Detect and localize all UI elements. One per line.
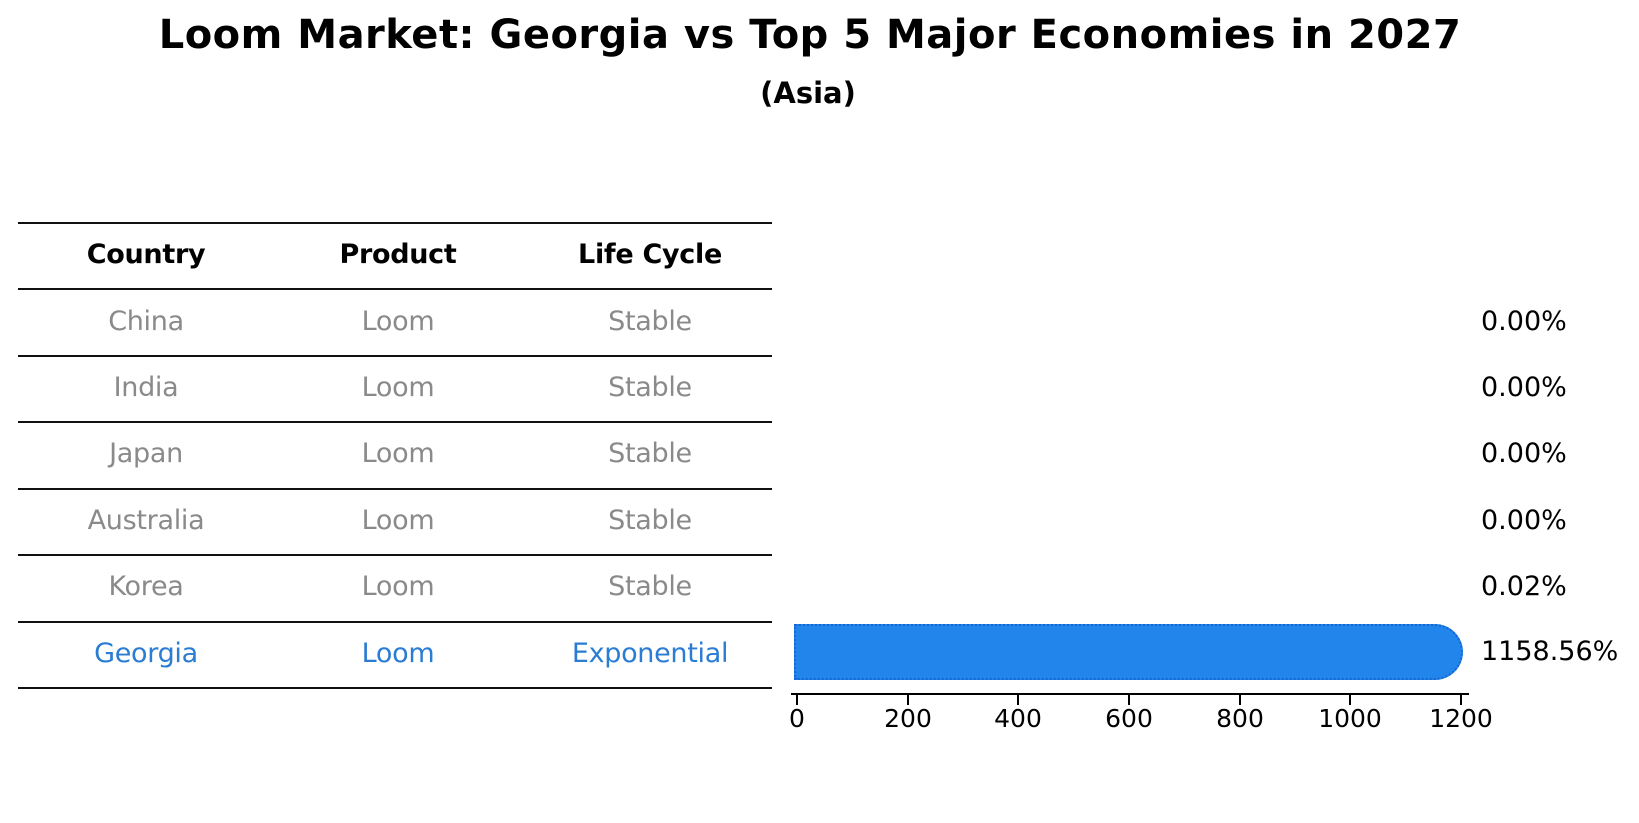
x-axis-tick — [796, 694, 798, 705]
cell-product: Loom — [361, 306, 435, 337]
bar-value-label: 1158.56% — [1481, 636, 1619, 667]
cell-country: Georgia — [94, 638, 198, 669]
x-axis-tick-label: 200 — [884, 704, 932, 733]
cell-life-cycle: Stable — [608, 306, 692, 337]
table-header-row: Country Product Life Cycle — [18, 239, 772, 271]
x-axis-line — [791, 693, 1469, 695]
table-line — [18, 554, 772, 556]
table-header-country: Country — [86, 239, 206, 270]
bar-value-label: 0.00% — [1481, 306, 1567, 337]
table-line — [18, 222, 772, 224]
cell-product: Loom — [361, 372, 435, 403]
cell-country: Korea — [108, 571, 184, 602]
table-line — [18, 687, 772, 689]
bar-value-label: 0.00% — [1481, 438, 1567, 469]
table-line — [18, 621, 772, 623]
cell-product: Loom — [361, 571, 435, 602]
x-axis-tick — [1128, 694, 1130, 705]
cell-product: Loom — [361, 438, 435, 469]
x-axis-tick-label: 0 — [789, 704, 805, 733]
table-row-highlighted: Georgia Loom Exponential — [18, 638, 772, 670]
table-row: India Loom Stable — [18, 372, 772, 404]
bar-value-label: 0.02% — [1481, 571, 1567, 602]
cell-country: Australia — [87, 505, 205, 536]
cell-country: India — [113, 372, 179, 403]
x-axis-tick-label: 400 — [994, 704, 1042, 733]
table-row: Australia Loom Stable — [18, 505, 772, 537]
cell-life-cycle: Stable — [608, 372, 692, 403]
bar-value-label: 0.00% — [1481, 372, 1567, 403]
cell-life-cycle: Stable — [608, 571, 692, 602]
x-axis-tick — [1349, 694, 1351, 705]
bar-georgia — [794, 623, 1464, 680]
x-axis-tick-label: 1000 — [1318, 704, 1382, 733]
chart-title: Loom Market: Georgia vs Top 5 Major Econ… — [158, 12, 1462, 58]
cell-product: Loom — [361, 505, 435, 536]
table-line — [18, 355, 772, 357]
bar-value-label: 0.00% — [1481, 505, 1567, 536]
x-axis-tick — [1017, 694, 1019, 705]
cell-country: Japan — [109, 438, 183, 469]
cell-life-cycle: Exponential — [571, 638, 729, 669]
table-row: Japan Loom Stable — [18, 438, 772, 470]
cell-country: China — [108, 306, 184, 337]
table-header-product: Product — [339, 239, 457, 270]
table-row: Korea Loom Stable — [18, 571, 772, 603]
x-axis-tick — [1239, 694, 1241, 705]
x-axis-tick — [907, 694, 909, 705]
x-axis-tick-label: 800 — [1216, 704, 1264, 733]
x-axis-tick-label: 1200 — [1429, 704, 1493, 733]
chart-subtitle: (Asia) — [760, 76, 856, 110]
cell-product: Loom — [361, 638, 435, 669]
cell-life-cycle: Stable — [608, 505, 692, 536]
x-axis-tick-label: 600 — [1105, 704, 1153, 733]
table-row: China Loom Stable — [18, 306, 772, 338]
x-axis-tick — [1460, 694, 1462, 705]
table-line — [18, 288, 772, 290]
table-line — [18, 421, 772, 423]
table-header-life-cycle: Life Cycle — [578, 239, 722, 270]
cell-life-cycle: Stable — [608, 438, 692, 469]
table-line — [18, 488, 772, 490]
